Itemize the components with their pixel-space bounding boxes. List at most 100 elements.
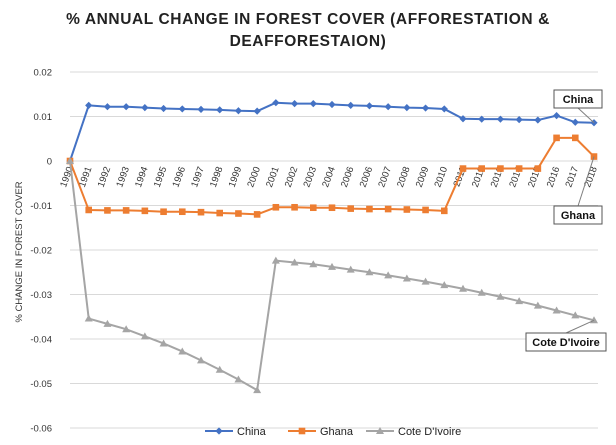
- data-point-cote-d-ivoire: [515, 297, 524, 305]
- chart-title-line-2: DEAFFORESTAION): [230, 33, 387, 50]
- data-point-cote-d-ivoire: [346, 265, 355, 273]
- data-point-china: [384, 103, 392, 111]
- data-point-ghana: [85, 206, 93, 214]
- data-point-ghana: [328, 204, 336, 212]
- data-point-china: [421, 104, 430, 112]
- data-point-ghana: [553, 134, 560, 142]
- data-point-cote-d-ivoire: [197, 356, 205, 364]
- y-tick-label: -0.03: [30, 290, 52, 301]
- series-china: [66, 99, 598, 165]
- callout-ghana: Ghana: [553, 156, 603, 225]
- data-point-ghana: [291, 203, 298, 211]
- data-point-china: [347, 101, 355, 109]
- data-point-china: [478, 115, 486, 123]
- data-point-china: [197, 105, 205, 113]
- data-point-china: [272, 99, 280, 107]
- data-point-ghana: [122, 207, 130, 214]
- callout-label: China: [563, 94, 594, 106]
- data-point-china: [496, 115, 505, 123]
- y-tick-label: -0.06: [30, 424, 52, 435]
- data-point-cote-d-ivoire: [84, 314, 93, 322]
- data-point-ghana: [440, 207, 448, 215]
- data-point-ghana: [197, 208, 205, 216]
- gridlines: [70, 71, 598, 429]
- data-point-ghana: [515, 165, 523, 172]
- data-point-cote-d-ivoire: [178, 347, 187, 355]
- data-point-ghana: [571, 134, 579, 142]
- data-point-china: [103, 103, 112, 111]
- data-point-cote-d-ivoire: [253, 386, 262, 394]
- data-point-ghana: [178, 208, 186, 216]
- data-point-china: [216, 106, 224, 114]
- y-tick-label: -0.01: [30, 201, 52, 212]
- data-point-cote-d-ivoire: [309, 260, 318, 268]
- data-point-cote-d-ivoire: [365, 268, 374, 276]
- callout-cote-d-ivoire: Cote D'Ivoire: [525, 319, 607, 352]
- data-point-cote-d-ivoire: [533, 301, 542, 309]
- series-callouts: China Ghana Cote D'Ivoire: [525, 89, 607, 352]
- callout-box: [553, 89, 603, 109]
- data-point-ghana: [104, 207, 111, 214]
- data-point-china: [328, 100, 336, 109]
- callout-label: Cote D'Ivoire: [532, 337, 599, 349]
- data-point-china: [403, 104, 411, 112]
- data-point-cote-d-ivoire: [215, 365, 224, 373]
- data-point-ghana: [459, 165, 467, 172]
- data-point-cote-d-ivoire: [103, 319, 112, 327]
- data-point-cote-d-ivoire: [440, 281, 449, 289]
- data-point-china: [159, 104, 168, 113]
- data-point-china: [440, 105, 448, 113]
- data-point-china: [515, 116, 523, 124]
- legend-marker-ghana: [298, 427, 306, 435]
- legend-marker-china: [215, 427, 223, 435]
- data-point-cote-d-ivoire: [290, 258, 299, 266]
- legend: China Ghana Cote D'Ivoire: [205, 426, 461, 438]
- data-point-cote-d-ivoire: [421, 277, 430, 285]
- data-point-cote-d-ivoire: [477, 288, 486, 296]
- callout-box: [553, 205, 603, 225]
- legend-marker-cote-divoire: [376, 427, 384, 434]
- legend-item-cote-divoire: Cote D'Ivoire: [366, 426, 461, 438]
- data-point-ghana: [272, 203, 280, 211]
- data-point-ghana: [253, 211, 261, 218]
- y-tick-label: 0: [47, 157, 52, 168]
- data-point-china: [534, 116, 542, 124]
- data-point-china: [309, 99, 317, 108]
- data-point-ghana: [534, 165, 542, 172]
- callout-box: [525, 332, 607, 352]
- data-point-china: [571, 118, 579, 126]
- data-point-ghana: [422, 206, 429, 214]
- legend-item-china: China: [205, 426, 267, 438]
- data-point-ghana: [384, 205, 392, 213]
- data-point-ghana: [141, 207, 149, 215]
- legend-label-ghana: Ghana: [320, 426, 354, 438]
- data-point-cote-d-ivoire: [140, 332, 149, 340]
- data-point-ghana: [403, 206, 411, 213]
- legend-label-china: China: [237, 426, 267, 438]
- data-point-china: [122, 103, 130, 111]
- data-point-china: [85, 101, 93, 109]
- data-point-cote-d-ivoire: [234, 375, 243, 383]
- data-point-ghana: [347, 205, 355, 212]
- y-tick-label: 0.01: [34, 112, 53, 123]
- callout-leader: [577, 156, 595, 207]
- callout-china: China: [553, 89, 603, 124]
- chart-title-line-1: % ANNUAL CHANGE IN FOREST COVER (AFFORES…: [66, 11, 550, 28]
- data-point-ghana: [309, 204, 317, 212]
- data-point-china: [253, 107, 261, 115]
- data-point-ghana: [497, 165, 504, 172]
- data-point-china: [365, 102, 374, 110]
- callout-leader: [565, 319, 595, 334]
- data-point-china: [459, 115, 467, 123]
- data-point-cote-d-ivoire: [496, 292, 505, 300]
- data-point-cote-d-ivoire: [402, 274, 411, 282]
- data-point-ghana: [216, 209, 224, 217]
- y-tick-label: 0.02: [34, 68, 53, 79]
- data-point-cote-d-ivoire: [459, 284, 467, 292]
- data-point-cote-d-ivoire: [159, 339, 168, 347]
- data-point-cote-d-ivoire: [384, 271, 393, 279]
- data-point-cote-d-ivoire: [66, 157, 74, 164]
